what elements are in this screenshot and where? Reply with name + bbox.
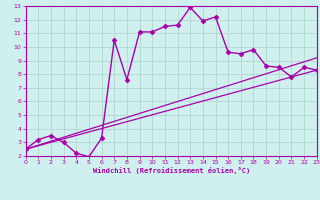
X-axis label: Windchill (Refroidissement éolien,°C): Windchill (Refroidissement éolien,°C) bbox=[92, 167, 250, 174]
